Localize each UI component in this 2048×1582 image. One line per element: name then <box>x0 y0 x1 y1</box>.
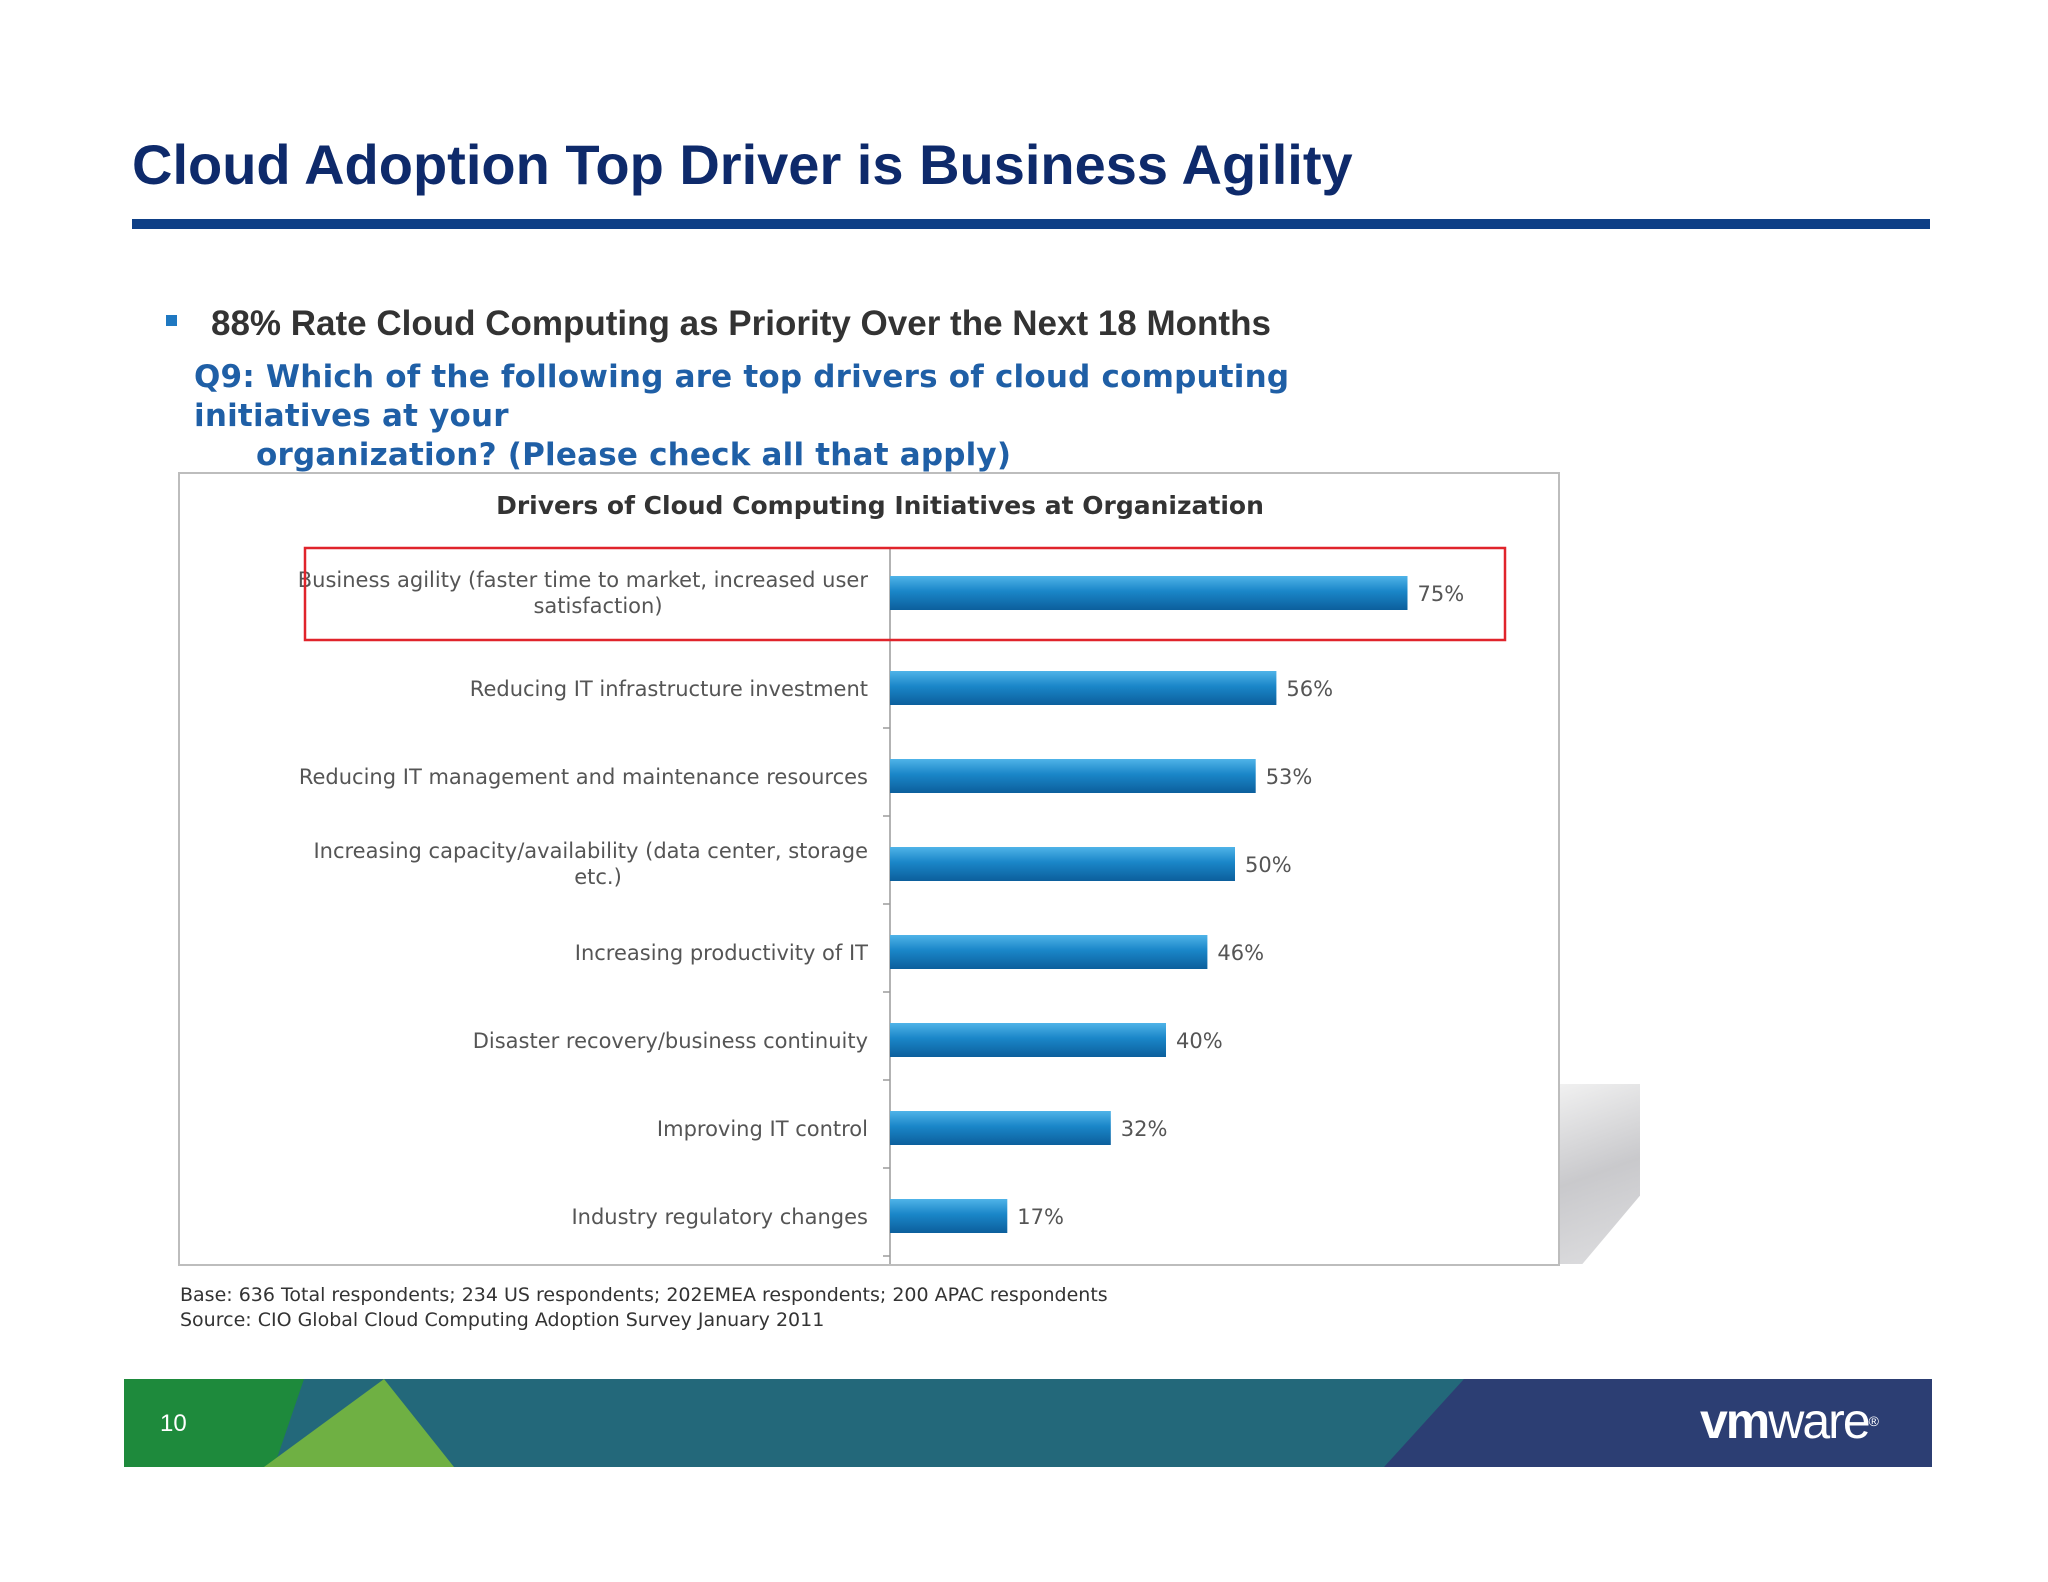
bar-chart: Drivers of Cloud Computing Initiatives a… <box>298 491 1507 1264</box>
category-label: Disaster recovery/business continuity <box>473 1029 868 1053</box>
value-label: 40% <box>1176 1029 1223 1053</box>
title-rule <box>132 219 1930 229</box>
bar-7 <box>890 1111 1111 1145</box>
bar-6 <box>890 1023 1166 1057</box>
value-label: 32% <box>1121 1117 1168 1141</box>
category-label: Reducing IT infrastructure investment <box>470 677 868 701</box>
bar-3 <box>890 759 1256 793</box>
value-label: 56% <box>1286 677 1333 701</box>
page-number: 10 <box>160 1410 187 1437</box>
category-label: Industry regulatory changes <box>571 1205 868 1229</box>
value-label: 75% <box>1418 582 1465 606</box>
category-label: Increasing productivity of IT <box>575 941 868 965</box>
category-label: Improving IT control <box>657 1117 868 1141</box>
survey-question: Q9: Which of the following are top drive… <box>194 358 1454 475</box>
chart-title: Drivers of Cloud Computing Initiatives a… <box>496 491 1264 520</box>
value-label: 46% <box>1217 941 1264 965</box>
highlight-box <box>303 546 1507 642</box>
vmware-logo: vmware® <box>1700 1393 1879 1449</box>
category-label: Reducing IT management and maintenance r… <box>299 765 868 789</box>
category-label: Business agility (faster time to market,… <box>298 568 869 592</box>
footer-graphic <box>124 1379 1932 1467</box>
footnote-base: Base: 636 Total respondents; 234 US resp… <box>180 1284 1108 1306</box>
question-line-2: organization? (Please check all that app… <box>256 437 1012 473</box>
value-label: 53% <box>1266 765 1313 789</box>
category-label: satisfaction) <box>533 594 662 618</box>
footer-band <box>124 1379 1932 1467</box>
bullet-square-icon <box>166 314 177 326</box>
slide-title: Cloud Adoption Top Driver is Business Ag… <box>132 133 1353 196</box>
category-label: etc.) <box>574 865 622 889</box>
bullet-row: 88% Rate Cloud Computing as Priority Ove… <box>166 304 1271 344</box>
footnote-source: Source: CIO Global Cloud Computing Adopt… <box>180 1309 825 1331</box>
bar-1 <box>890 576 1408 610</box>
bar-4 <box>890 847 1235 881</box>
value-label: 50% <box>1245 853 1292 877</box>
category-label: Increasing capacity/availability (data c… <box>313 839 868 863</box>
bullet-text: 88% Rate Cloud Computing as Priority Ove… <box>211 304 1271 343</box>
question-line-1: Q9: Which of the following are top drive… <box>194 359 1290 434</box>
bar-8 <box>890 1199 1008 1233</box>
footnote: Base: 636 Total respondents; 234 US resp… <box>180 1283 1108 1333</box>
value-label: 17% <box>1017 1205 1064 1229</box>
chart-shadow <box>1550 1084 1640 1264</box>
bar-5 <box>890 935 1208 969</box>
bar-2 <box>890 671 1277 705</box>
chart-frame: Drivers of Cloud Computing Initiatives a… <box>178 472 1560 1266</box>
